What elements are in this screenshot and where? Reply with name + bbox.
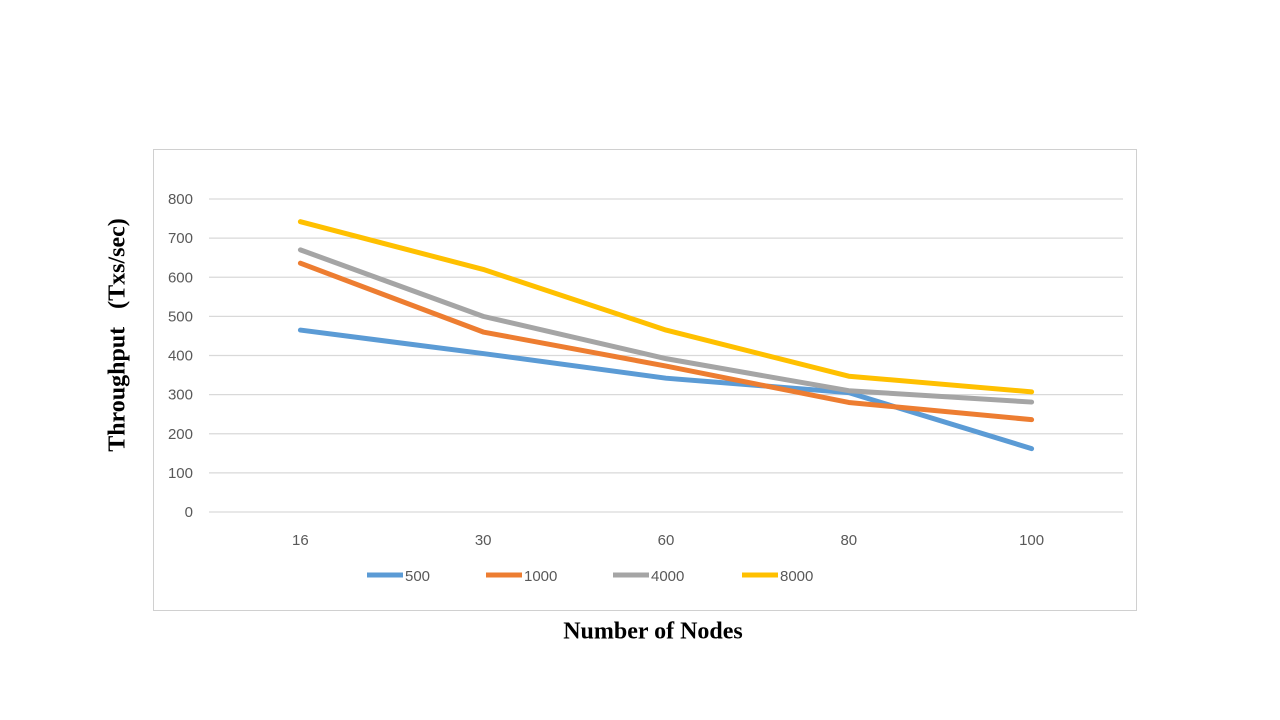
series-line-8000 <box>297 219 1035 395</box>
plot-area: 0 100 200 300 400 500 600 700 800 16 30 60 80 100 50… <box>168 191 1123 585</box>
series-line-500 <box>297 327 1035 452</box>
series-line-4000 <box>297 247 1035 405</box>
y-tick-label: 800 <box>168 191 193 208</box>
legend-label-4000: 4000 <box>651 568 684 585</box>
y-tick-label: 300 <box>168 387 193 404</box>
y-tick-label: 400 <box>168 348 193 365</box>
legend: 500 1000 4000 8000 <box>367 568 813 585</box>
legend-label-1000: 1000 <box>524 568 557 585</box>
y-tick-label: 0 <box>185 504 193 521</box>
y-axis-ticks: 0 100 200 300 400 500 600 700 800 <box>168 191 193 521</box>
series-lines <box>297 219 1035 452</box>
y-tick-label: 500 <box>168 308 193 325</box>
gridlines <box>209 198 1123 513</box>
x-tick-label: 30 <box>475 532 492 549</box>
legend-label-500: 500 <box>405 568 430 585</box>
x-tick-label: 80 <box>840 532 857 549</box>
series-line-1000 <box>297 260 1035 423</box>
chart-frame: 0 100 200 300 400 500 600 700 800 16 30 60 80 100 50… <box>153 149 1137 611</box>
x-tick-label: 100 <box>1019 532 1044 549</box>
y-axis-title: Throughput (Txs/sec) <box>104 218 131 452</box>
x-axis-title: Number of Nodes <box>563 618 743 645</box>
x-axis-ticks: 16 30 60 80 100 <box>292 532 1044 549</box>
legend-label-8000: 8000 <box>780 568 813 585</box>
y-tick-label: 200 <box>168 426 193 443</box>
x-tick-label: 16 <box>292 532 309 549</box>
y-tick-label: 600 <box>168 269 193 286</box>
y-tick-label: 700 <box>168 230 193 247</box>
y-tick-label: 100 <box>168 465 193 482</box>
x-tick-label: 60 <box>658 532 675 549</box>
